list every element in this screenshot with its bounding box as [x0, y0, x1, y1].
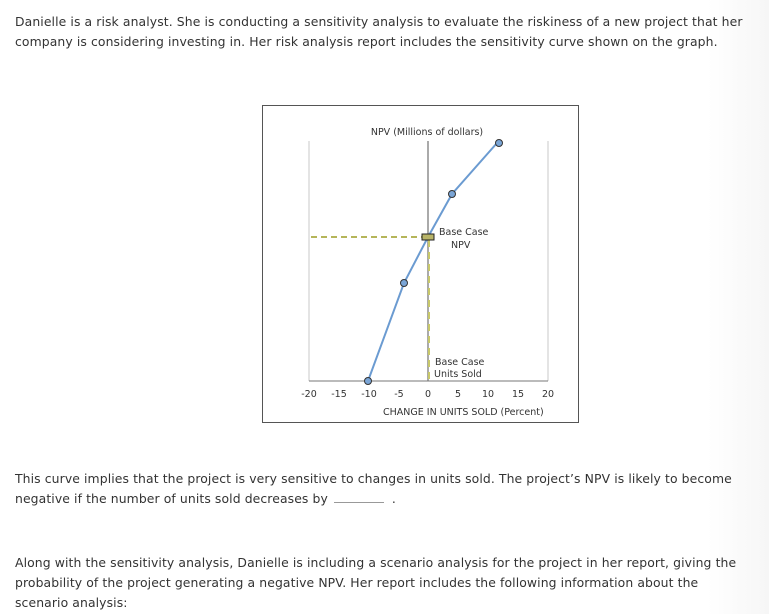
x-tick: 15: [512, 389, 524, 400]
question-period: .: [391, 491, 396, 506]
question-paragraph: This curve implies that the project is v…: [15, 469, 745, 509]
data-point: [364, 377, 372, 385]
x-tick: 0: [425, 389, 431, 400]
base-npv-label-2: NPV: [451, 240, 471, 251]
x-tick-labels: -20 -15 -10 -5 0 5 10 15 20: [301, 389, 554, 400]
scenario-paragraph: Along with the sensitivity analysis, Dan…: [15, 555, 737, 610]
y-axis-title: NPV (Millions of dollars): [371, 127, 483, 138]
sensitivity-chart: NPV (Millions of dollars) Base Case NPV …: [262, 105, 579, 423]
x-tick: -15: [331, 389, 347, 400]
base-case-marker: [421, 233, 435, 241]
data-point: [495, 139, 503, 147]
sensitivity-chart-svg: NPV (Millions of dollars) Base Case NPV …: [301, 127, 554, 418]
base-npv-label-1: Base Case: [439, 227, 489, 238]
question-text: This curve implies that the project is v…: [15, 471, 732, 506]
x-tick: 20: [542, 389, 554, 400]
x-axis-title: CHANGE IN UNITS SOLD (Percent): [383, 407, 544, 418]
answer-blank-dropdown[interactable]: [333, 490, 384, 503]
base-units-label-2: Units Sold: [434, 369, 482, 380]
data-point: [400, 279, 408, 287]
intro-paragraph: Danielle is a risk analyst. She is condu…: [15, 14, 743, 49]
sensitivity-curve: [367, 142, 498, 382]
x-tick: -10: [361, 389, 377, 400]
x-tick: 5: [455, 389, 461, 400]
x-tick: -20: [301, 389, 317, 400]
x-tick: -5: [394, 389, 403, 400]
data-point: [448, 190, 456, 198]
x-tick: 10: [482, 389, 494, 400]
base-units-label-1: Base Case: [435, 357, 485, 368]
